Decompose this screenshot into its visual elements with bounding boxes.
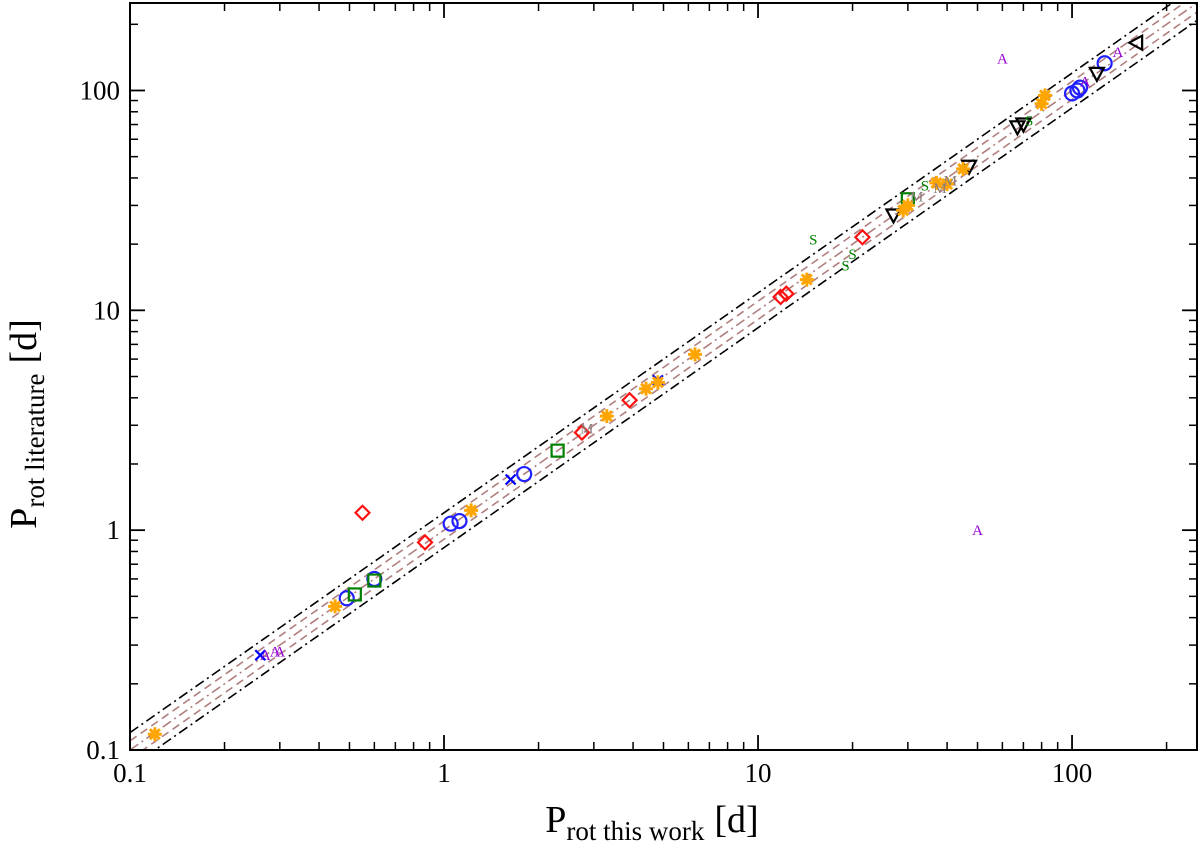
x-axis-label: Prot this work [d] bbox=[545, 799, 758, 846]
data-point-circle bbox=[1071, 79, 1089, 96]
data-point-star bbox=[799, 272, 814, 287]
data-point-star bbox=[900, 198, 915, 213]
data-point-letter-a: A bbox=[1080, 74, 1091, 90]
x-axis-label-main: P bbox=[545, 799, 566, 841]
x-tick-label: 100 bbox=[1052, 758, 1093, 788]
data-point-star bbox=[639, 381, 654, 396]
y-tick-label: 0.1 bbox=[86, 735, 120, 765]
data-point-letter-s: S bbox=[841, 258, 849, 274]
data-point-cross bbox=[504, 473, 517, 486]
data-point-star bbox=[650, 375, 665, 390]
data-point-letter-s: S bbox=[848, 247, 856, 263]
data-point-letter-a: A bbox=[972, 523, 983, 539]
data-point-letter-m: M bbox=[910, 189, 923, 205]
y-tick-label: 1 bbox=[107, 515, 121, 545]
y-axis-label: Prot literature [d] bbox=[3, 319, 50, 529]
data-point-square bbox=[347, 587, 362, 602]
y-axis-label-sub: rot literature bbox=[20, 373, 50, 507]
data-point-circle bbox=[1069, 82, 1086, 99]
data-point-star bbox=[956, 161, 971, 176]
data-point-circle bbox=[516, 465, 533, 483]
data-point-triangle-down bbox=[1014, 117, 1033, 134]
data-point-square bbox=[367, 573, 382, 588]
data-point-star bbox=[940, 177, 955, 192]
y-tick-label: 100 bbox=[80, 75, 121, 105]
reference-line-2 bbox=[141, 11, 1197, 750]
reference-line-0 bbox=[130, 3, 1197, 750]
data-point-diamond bbox=[772, 288, 790, 306]
data-point-cross bbox=[254, 649, 267, 661]
data-point-letter-m: M bbox=[580, 422, 593, 438]
data-point-star bbox=[688, 347, 703, 362]
data-point-diamond bbox=[853, 228, 871, 246]
reference-line-1 bbox=[130, 3, 1186, 742]
data-point-star bbox=[1037, 88, 1052, 103]
y-tick-label: 10 bbox=[93, 295, 120, 325]
data-point-diamond bbox=[353, 504, 372, 522]
y-axis-label-unit: [d] bbox=[3, 319, 45, 363]
data-point-square bbox=[550, 443, 565, 458]
data-point-diamond bbox=[621, 391, 639, 409]
x-axis-label-sub: rot this work bbox=[566, 816, 704, 846]
data-point-diamond bbox=[416, 533, 434, 551]
y-axis-label-main: P bbox=[3, 508, 45, 529]
x-tick-label: 10 bbox=[745, 758, 772, 788]
data-point-letter-a: A bbox=[270, 645, 281, 661]
data-point-triangle-down bbox=[1088, 66, 1106, 84]
axis-ticks bbox=[129, 3, 1197, 751]
data-point-letter-s: S bbox=[809, 232, 817, 248]
reference-line-3 bbox=[130, 3, 1174, 734]
data-point-letter-a: A bbox=[274, 645, 285, 661]
data-point-star bbox=[1034, 96, 1049, 111]
reference-line-4 bbox=[153, 19, 1197, 750]
data-point-star bbox=[464, 503, 479, 518]
x-tick-label: 0.1 bbox=[113, 758, 147, 788]
data-point-circle bbox=[1096, 55, 1113, 72]
data-point-diamond bbox=[777, 285, 795, 303]
data-point-circle bbox=[442, 515, 459, 532]
data-point-letter-a: A bbox=[997, 51, 1008, 67]
data-point-star bbox=[599, 409, 614, 424]
data-point-star bbox=[147, 727, 162, 742]
data-point-triangle-down bbox=[884, 208, 903, 225]
data-point-star bbox=[929, 175, 944, 190]
data-point-letter-s: S bbox=[1025, 114, 1033, 130]
data-point-letter-a: A bbox=[1113, 45, 1124, 61]
data-point-diamond bbox=[573, 423, 591, 442]
x-tick-label: 1 bbox=[437, 758, 451, 788]
data-point-letter-s: S bbox=[921, 178, 929, 194]
data-point-circle bbox=[451, 512, 468, 530]
data-point-letter-a: A bbox=[260, 648, 271, 664]
data-point-letter-m: M bbox=[944, 173, 957, 189]
data-point-circle bbox=[338, 590, 355, 607]
data-point-triangle-left bbox=[1126, 33, 1144, 52]
data-point-star bbox=[328, 599, 343, 614]
x-axis-label-unit: [d] bbox=[714, 799, 758, 841]
tick-labels: 0.1 1 10 100 0.1 1 10 100 bbox=[80, 75, 1093, 788]
data-point-letter-m: M bbox=[933, 181, 946, 197]
